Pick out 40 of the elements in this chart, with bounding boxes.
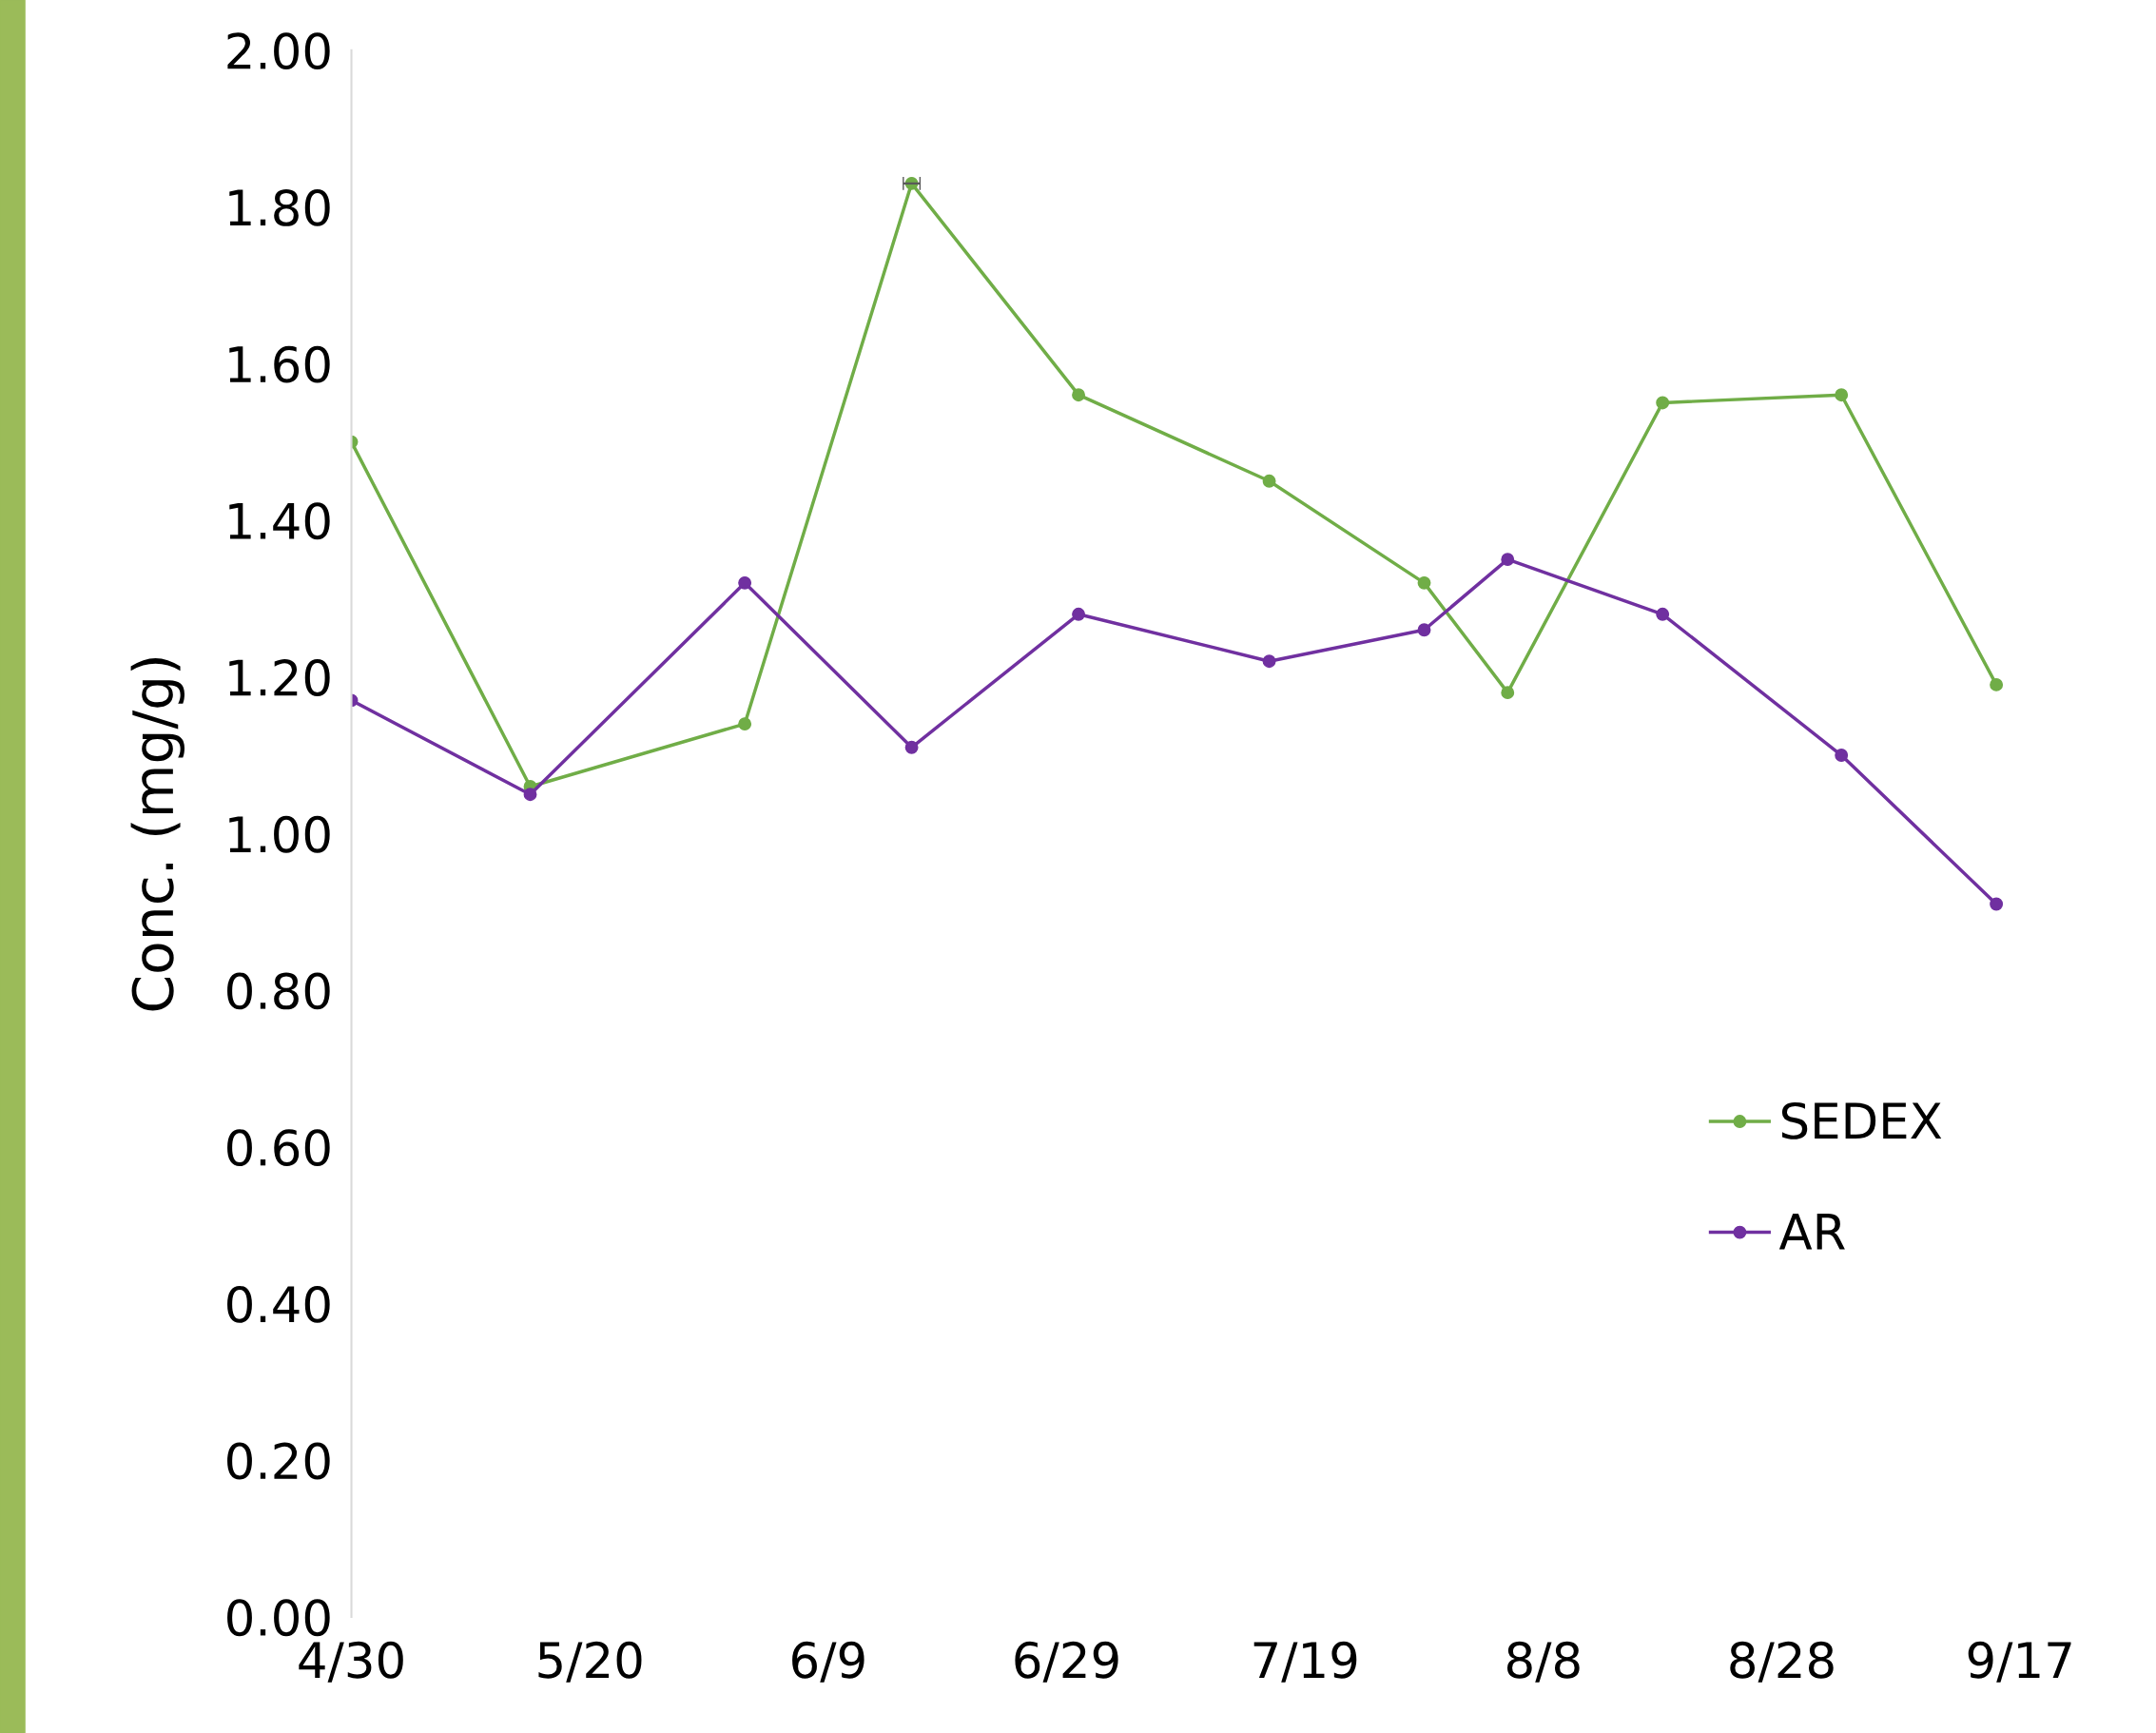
point (1417, 575, 1431, 590)
y-tick-label: 1.00 (229, 815, 330, 853)
point (1990, 677, 2004, 691)
point (904, 740, 919, 754)
point (523, 788, 537, 802)
point (1262, 474, 1276, 488)
y-tick-label: 1.60 (229, 345, 330, 383)
point (1835, 388, 1849, 402)
y-tick-label: 0.60 (227, 1129, 330, 1167)
point (1835, 749, 1849, 762)
point (1990, 897, 2004, 911)
point (738, 575, 752, 590)
x-tick-label: 6/29 (1015, 1641, 1118, 1683)
point (1072, 607, 1085, 621)
y-tick-label: 0.20 (227, 1442, 330, 1480)
x-tick-label: 8/8 (1506, 1641, 1580, 1683)
x-tick-label: 5/20 (538, 1641, 642, 1683)
point (1262, 654, 1276, 669)
y-tick-label: 1.80 (229, 188, 330, 226)
x-tick-label: 4/30 (299, 1641, 403, 1683)
point (1501, 553, 1515, 567)
point (1501, 686, 1515, 700)
y-tick-label: 2.00 (227, 32, 330, 70)
legend-label: AR (1778, 1214, 1845, 1250)
point (1656, 396, 1670, 410)
y-tick-label: 0.00 (227, 1599, 330, 1637)
y-axis-title: Conc. (mg/g) (130, 658, 185, 1011)
y-tick-label: 1.20 (229, 659, 330, 696)
y-tick-label: 0.80 (227, 972, 330, 1010)
point (1417, 623, 1431, 637)
y-tick-label: 1.40 (229, 502, 330, 540)
x-tick-label: 8/28 (1730, 1641, 1834, 1683)
point (1072, 388, 1085, 402)
x-tick-label: 7/19 (1253, 1641, 1357, 1683)
x-tick-label: 6/9 (792, 1641, 864, 1683)
point (738, 717, 752, 731)
y-tick-label: 0.40 (227, 1285, 330, 1323)
legend-label: SEDEX (1781, 1101, 1942, 1139)
point (1656, 607, 1670, 621)
x-tick-label: 9/17 (1968, 1641, 2071, 1683)
